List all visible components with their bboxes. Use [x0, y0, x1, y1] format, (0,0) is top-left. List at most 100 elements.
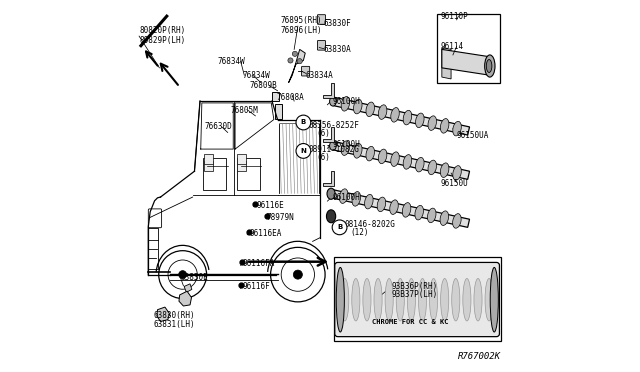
Ellipse shape	[340, 279, 349, 321]
Text: 63830E: 63830E	[180, 273, 208, 282]
Ellipse shape	[440, 119, 449, 133]
Ellipse shape	[378, 149, 387, 164]
Polygon shape	[333, 142, 470, 179]
Polygon shape	[179, 291, 191, 306]
Ellipse shape	[419, 279, 426, 321]
Ellipse shape	[366, 102, 374, 116]
Ellipse shape	[363, 279, 371, 321]
Ellipse shape	[452, 214, 461, 228]
Ellipse shape	[484, 55, 495, 77]
Ellipse shape	[440, 211, 449, 225]
Text: 76896(LH): 76896(LH)	[280, 26, 322, 35]
Text: 96100H: 96100H	[332, 193, 360, 202]
Text: 76834W: 76834W	[218, 57, 245, 66]
Text: 96116F: 96116F	[243, 282, 270, 291]
Text: 96150U: 96150U	[440, 179, 468, 187]
Ellipse shape	[327, 188, 335, 199]
Text: 80820P(RH): 80820P(RH)	[139, 26, 186, 35]
Text: 63830(RH): 63830(RH)	[154, 311, 195, 320]
Polygon shape	[442, 48, 451, 79]
FancyBboxPatch shape	[203, 158, 226, 190]
FancyBboxPatch shape	[237, 161, 246, 171]
Text: 63834A: 63834A	[306, 71, 333, 80]
Ellipse shape	[391, 152, 399, 166]
Ellipse shape	[428, 116, 436, 130]
Polygon shape	[184, 284, 192, 292]
Circle shape	[293, 270, 302, 279]
Ellipse shape	[339, 189, 348, 203]
FancyBboxPatch shape	[275, 104, 282, 119]
Circle shape	[296, 144, 311, 158]
FancyBboxPatch shape	[237, 154, 246, 164]
Text: 08146-8202G: 08146-8202G	[345, 220, 396, 229]
Text: B: B	[337, 224, 342, 230]
Ellipse shape	[341, 141, 349, 155]
Text: 93B37P(LH): 93B37P(LH)	[392, 291, 438, 299]
Polygon shape	[333, 97, 470, 135]
FancyBboxPatch shape	[437, 13, 500, 83]
Ellipse shape	[403, 155, 412, 169]
Polygon shape	[442, 49, 490, 75]
Ellipse shape	[330, 97, 336, 106]
Text: 96116EA: 96116EA	[249, 229, 282, 238]
Polygon shape	[289, 49, 305, 83]
Ellipse shape	[326, 210, 336, 223]
Polygon shape	[157, 307, 170, 321]
Ellipse shape	[429, 279, 438, 321]
Ellipse shape	[385, 279, 393, 321]
Ellipse shape	[336, 267, 344, 332]
Polygon shape	[323, 171, 334, 186]
FancyBboxPatch shape	[317, 15, 326, 24]
Text: 76809B: 76809B	[249, 81, 277, 90]
Text: N: N	[300, 148, 307, 154]
Ellipse shape	[374, 279, 382, 321]
Text: 63830F: 63830F	[324, 19, 351, 28]
Text: 78979N: 78979N	[267, 213, 294, 222]
Circle shape	[296, 115, 311, 130]
Text: 76895(RH): 76895(RH)	[280, 16, 322, 25]
Text: 93B36P(RH): 93B36P(RH)	[392, 282, 438, 291]
Ellipse shape	[415, 205, 424, 220]
Ellipse shape	[378, 105, 387, 119]
Circle shape	[179, 270, 187, 279]
Polygon shape	[323, 83, 334, 98]
Ellipse shape	[353, 144, 362, 158]
Ellipse shape	[486, 60, 492, 73]
Text: 76808A: 76808A	[276, 93, 304, 102]
Text: 80829P(LH): 80829P(LH)	[139, 36, 186, 45]
Ellipse shape	[452, 166, 461, 180]
Text: 08911-1082G: 08911-1082G	[309, 145, 360, 154]
Ellipse shape	[428, 208, 436, 223]
Polygon shape	[331, 190, 470, 227]
Ellipse shape	[391, 108, 399, 122]
Text: 63831(LH): 63831(LH)	[154, 320, 195, 329]
FancyBboxPatch shape	[237, 158, 260, 190]
Ellipse shape	[485, 279, 493, 321]
Text: 96114: 96114	[440, 42, 463, 51]
Circle shape	[292, 51, 298, 57]
Text: B: B	[301, 119, 306, 125]
Ellipse shape	[407, 279, 415, 321]
FancyBboxPatch shape	[317, 41, 326, 50]
Ellipse shape	[415, 157, 424, 172]
FancyBboxPatch shape	[334, 257, 501, 341]
Ellipse shape	[415, 113, 424, 128]
Ellipse shape	[377, 197, 386, 212]
Text: 96116FA: 96116FA	[243, 259, 275, 268]
Text: (6): (6)	[316, 129, 330, 138]
Ellipse shape	[341, 97, 349, 111]
Polygon shape	[323, 127, 334, 142]
Text: 63830A: 63830A	[324, 45, 351, 54]
Ellipse shape	[452, 121, 461, 136]
Ellipse shape	[365, 194, 373, 209]
Ellipse shape	[366, 146, 374, 161]
Ellipse shape	[330, 141, 336, 150]
Ellipse shape	[490, 267, 499, 332]
Text: 96100H: 96100H	[332, 140, 360, 149]
FancyBboxPatch shape	[301, 66, 310, 76]
Ellipse shape	[390, 200, 398, 214]
Text: 76805M: 76805M	[230, 106, 258, 115]
Text: (6): (6)	[316, 153, 330, 162]
Text: (12): (12)	[350, 228, 369, 237]
Ellipse shape	[440, 163, 449, 177]
